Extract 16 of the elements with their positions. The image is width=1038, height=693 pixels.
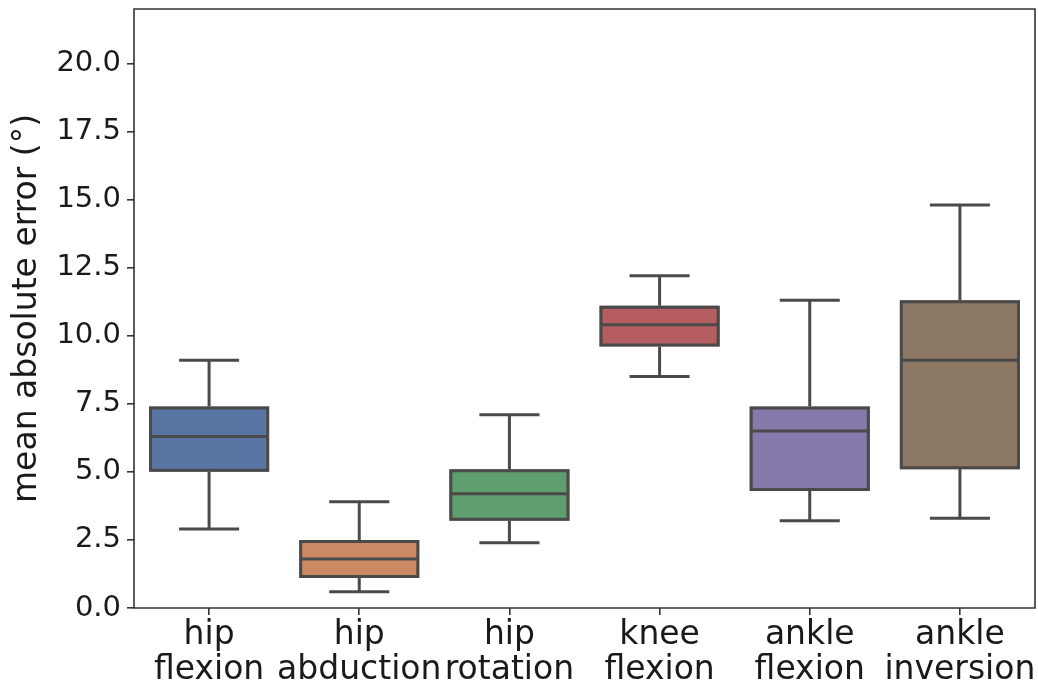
- x-tick-label: hip abduction: [277, 613, 442, 688]
- x-tick-label: ankle flexion: [754, 613, 865, 688]
- x-tick-label: hip flexion: [153, 613, 265, 688]
- y-tick-label: 20.0: [56, 43, 121, 78]
- y-tick-label: 17.5: [56, 112, 121, 147]
- y-tick-label: 15.0: [56, 180, 121, 215]
- y-tick-label: 12.5: [56, 248, 121, 283]
- y-tick-label: 7.5: [74, 384, 121, 419]
- x-tick-label: hip rotation: [444, 613, 575, 688]
- y-tick-label: 10.0: [56, 316, 121, 351]
- y-tick-label: 5.0: [74, 452, 121, 487]
- x-tick-label: ankle inversion: [884, 613, 1036, 688]
- y-tick-label: 2.5: [74, 520, 121, 555]
- y-axis-title: mean absolute error (°): [5, 113, 45, 504]
- x-tick-label: knee flexion: [604, 613, 715, 688]
- y-tick-label: 0.0: [74, 588, 121, 623]
